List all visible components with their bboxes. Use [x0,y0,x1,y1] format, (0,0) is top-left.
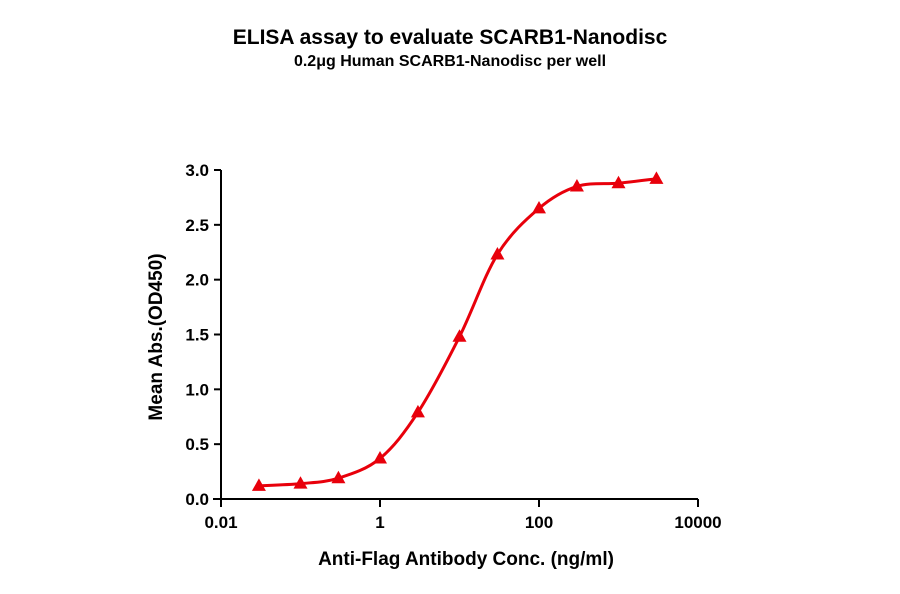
triangle-marker [293,476,308,489]
axes: 0.0 0.5 1.0 1.5 2.0 2.5 3.0 0.01 1 100 10000 [185,161,721,532]
triangle-marker [373,450,387,464]
y-tick-label: 2.0 [185,271,209,290]
triangle-marker [569,179,584,192]
chart-subtitle: 0.2μg Human SCARB1-Nanodisc per well [293,53,607,70]
y-tick-label: 0.0 [185,490,209,509]
x-tick-label: 100 [525,513,553,532]
chart-title: ELISA assay to evaluate SCARB1-Nanodisc [232,26,668,49]
triangle-marker [611,175,626,189]
y-tick-label: 1.5 [185,326,209,345]
fit-curve [258,177,657,488]
triangle-marker [649,171,664,184]
triangle-marker [331,470,346,484]
triangle-marker [490,247,505,260]
x-tick-label: 10000 [674,513,721,532]
y-tick-label: 0.5 [185,435,209,454]
triangle-marker [410,404,425,418]
data-markers [251,171,664,491]
y-tick-label: 1.0 [185,380,209,399]
triangle-marker [452,329,467,342]
y-tick-label: 3.0 [185,161,209,180]
x-axis-title: Anti-Flag Antibody Conc. (ng/ml) [318,549,614,570]
triangle-marker [532,200,546,214]
x-tick-label: 1 [375,513,384,532]
fit-curve-line [258,177,657,488]
triangle-marker [251,478,266,491]
y-axis-title: Mean Abs.(OD450) [146,253,167,420]
x-tick-label: 0.01 [204,513,237,532]
y-tick-label: 2.5 [185,216,209,235]
